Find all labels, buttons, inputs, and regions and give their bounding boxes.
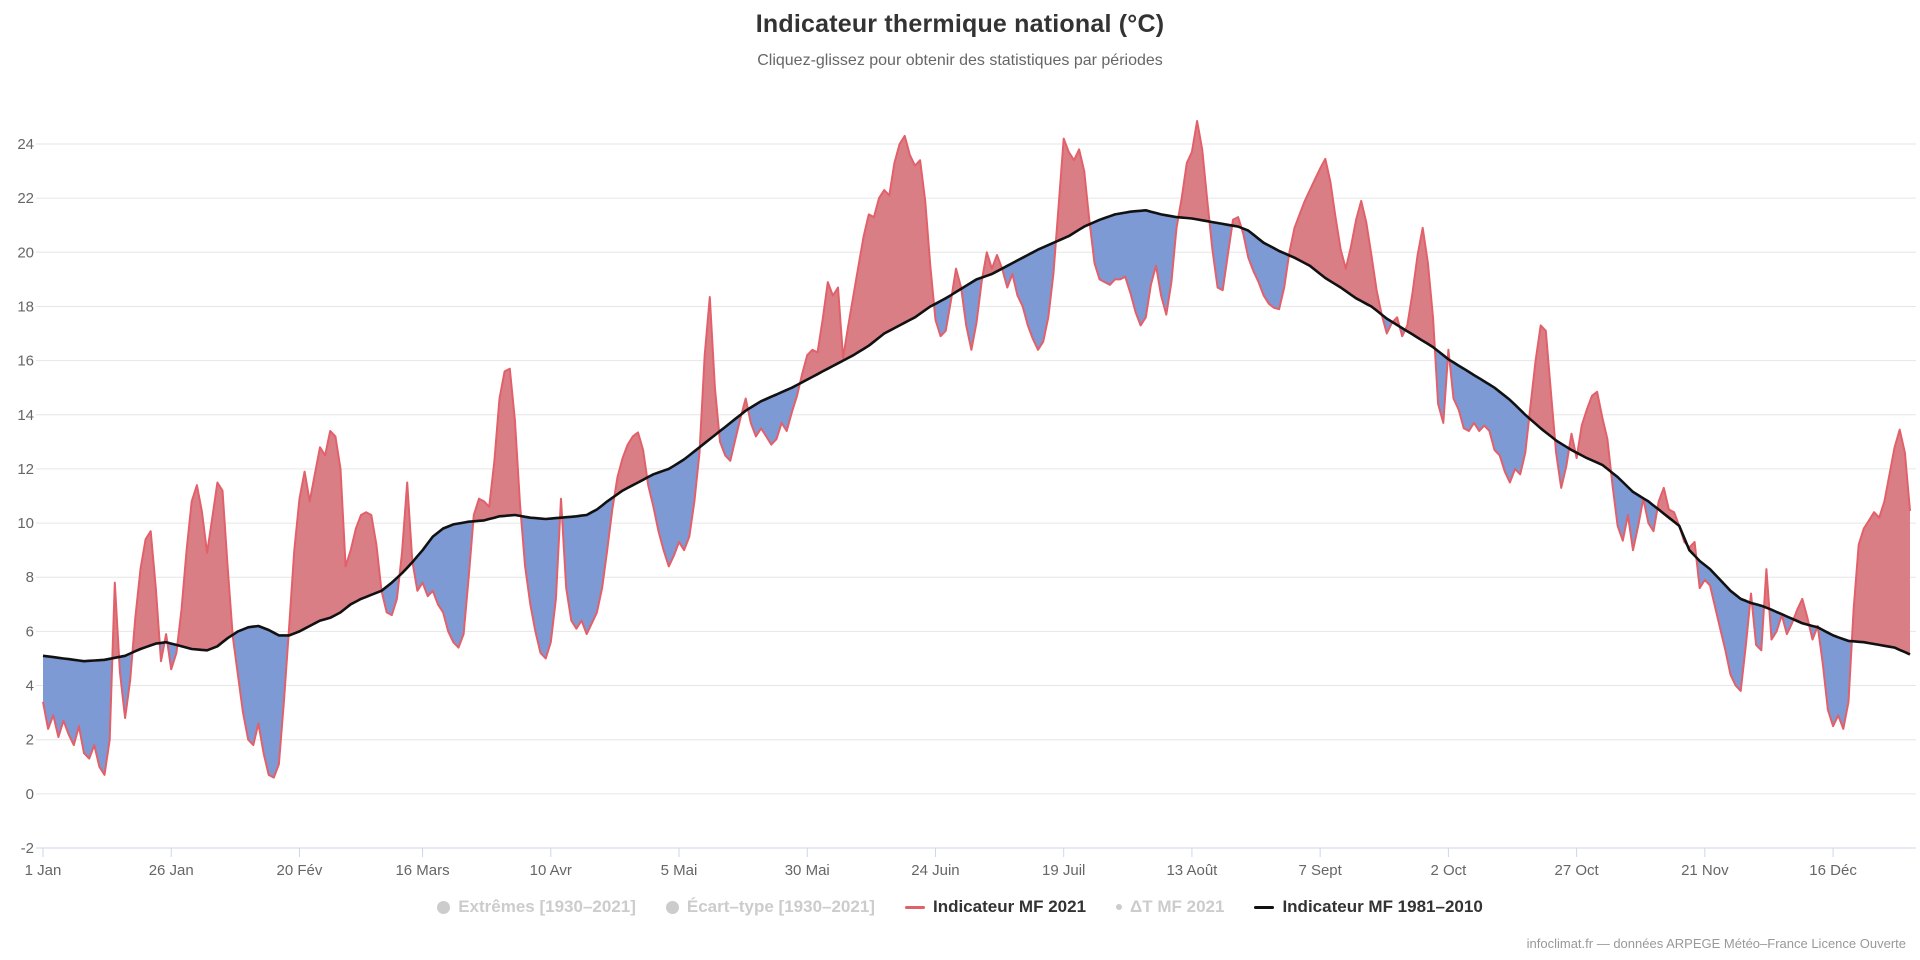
y-tick-label: 14 xyxy=(17,407,34,424)
x-tick-label: 2 Oct xyxy=(1430,862,1467,879)
above-normal-area xyxy=(1055,138,1090,242)
above-normal-area xyxy=(1851,429,1910,655)
below-normal-area xyxy=(1611,471,1658,551)
x-axis: 1 Jan 26 Jan 20 Fév 16 Mars 10 Avr 5 Mai 30 Ma… xyxy=(25,847,1916,879)
x-tick-label: 7 Sept xyxy=(1298,862,1342,879)
below-normal-area xyxy=(961,277,983,350)
x-tick-label: 5 Mai xyxy=(661,862,698,879)
y-tick-label: 18 xyxy=(17,298,34,315)
below-normal-area xyxy=(1449,359,1530,483)
x-tick-label: 13 Août xyxy=(1166,862,1218,879)
below-normal-area xyxy=(232,626,289,778)
y-tick-label: 20 xyxy=(17,244,34,261)
page-subtitle: Cliquez-glissez pour obtenir des statist… xyxy=(757,52,1163,69)
anomaly-fill-areas xyxy=(43,121,1910,778)
y-tick-label: 8 xyxy=(26,569,34,586)
y-tick-label: 12 xyxy=(17,461,34,478)
y-tick-label: 24 xyxy=(17,136,34,153)
above-normal-area xyxy=(951,268,962,295)
series-lines xyxy=(42,120,1911,779)
below-normal-area xyxy=(381,575,400,616)
y-tick-label: -2 xyxy=(21,840,34,857)
y-tick-label: 16 xyxy=(17,353,34,370)
x-tick-label: 27 Oct xyxy=(1555,862,1600,879)
x-tick-label: 26 Jan xyxy=(149,862,194,879)
x-tick-label: 30 Mai xyxy=(785,862,830,879)
below-normal-area xyxy=(934,294,952,337)
legend-line-marker xyxy=(1254,905,1275,909)
chart-legend: Extrêmes [1930–2021] Écart–type [1930–202… xyxy=(0,897,1920,917)
y-tick-label: 22 xyxy=(17,190,34,207)
x-tick-label: 1 Jan xyxy=(25,862,62,879)
above-normal-area xyxy=(1793,598,1810,626)
legend-item-2[interactable]: Écart–type [1930–2021] xyxy=(665,897,875,917)
above-normal-area xyxy=(799,135,934,384)
legend-dot-marker xyxy=(665,900,679,914)
legend-item-5[interactable]: Indicateur MF 1981–2010 xyxy=(1254,897,1483,917)
legend-line-marker xyxy=(904,905,925,909)
below-normal-area xyxy=(412,521,474,648)
above-normal-area xyxy=(614,432,648,497)
credit-text: infoclimat.fr — données ARPEGE Météo–Fra… xyxy=(1526,936,1906,951)
normals-1981-2010-line xyxy=(42,209,1911,663)
above-normal-area xyxy=(1178,121,1210,222)
below-normal-area xyxy=(1817,627,1852,729)
below-normal-area xyxy=(1555,439,1570,488)
above-normal-area xyxy=(288,431,382,636)
y-tick-label: 10 xyxy=(17,515,34,532)
x-tick-label: 16 Déc xyxy=(1809,862,1857,879)
above-normal-area xyxy=(473,368,521,522)
below-normal-area xyxy=(1089,210,1179,326)
legend-item-label: Indicateur MF 1981–2010 xyxy=(1282,897,1483,916)
above-normal-area xyxy=(1577,391,1611,472)
legend-item-label: Indicateur MF 2021 xyxy=(932,897,1087,916)
below-normal-area xyxy=(119,652,133,718)
below-normal-area xyxy=(167,642,178,670)
above-normal-area xyxy=(699,297,720,447)
y-tick-label: 2 xyxy=(26,732,34,749)
x-tick-label: 21 Nov xyxy=(1681,862,1729,879)
indicator-2021-line xyxy=(42,120,1911,779)
legend-item-label: Extrêmes [1930–2021] xyxy=(458,897,636,916)
x-tick-label: 10 Avr xyxy=(530,862,572,879)
legend-dot-marker xyxy=(1116,904,1123,910)
below-normal-area xyxy=(1381,314,1393,334)
legend-item-4[interactable]: ΔT MF 2021 xyxy=(1116,897,1224,917)
below-normal-area xyxy=(1809,625,1818,640)
y-tick-label: 0 xyxy=(26,786,34,803)
above-normal-area xyxy=(177,482,233,651)
below-normal-area xyxy=(719,414,742,461)
page-title: Indicateur thermique national (°C) xyxy=(755,10,1165,38)
legend-item-1[interactable]: Extrêmes [1930–2021] xyxy=(437,897,636,917)
x-tick-label: 16 Mars xyxy=(395,862,449,879)
legend-dot-marker xyxy=(437,900,451,914)
above-normal-area xyxy=(1657,487,1680,526)
x-tick-label: 20 Fév xyxy=(277,862,323,879)
below-normal-area xyxy=(1241,227,1289,310)
x-tick-label: 24 Juin xyxy=(911,862,959,879)
below-normal-area xyxy=(1209,221,1233,291)
x-tick-label: 19 Juil xyxy=(1042,862,1085,879)
below-normal-area xyxy=(562,496,615,635)
below-normal-area xyxy=(1696,557,1751,691)
y-tick-label: 4 xyxy=(26,678,34,695)
above-normal-area xyxy=(1529,325,1555,440)
y-tick-label: 6 xyxy=(26,623,34,640)
above-normal-area xyxy=(1405,227,1435,349)
below-normal-area xyxy=(521,516,561,659)
legend-item-label: ΔT MF 2021 xyxy=(1130,897,1225,916)
legend-item-3[interactable]: Indicateur MF 2021 xyxy=(904,897,1087,917)
above-normal-area xyxy=(1288,158,1382,315)
below-normal-area xyxy=(1002,241,1056,350)
below-normal-area xyxy=(1752,603,1764,651)
legend-item-label: Écart–type [1930–2021] xyxy=(686,897,875,916)
